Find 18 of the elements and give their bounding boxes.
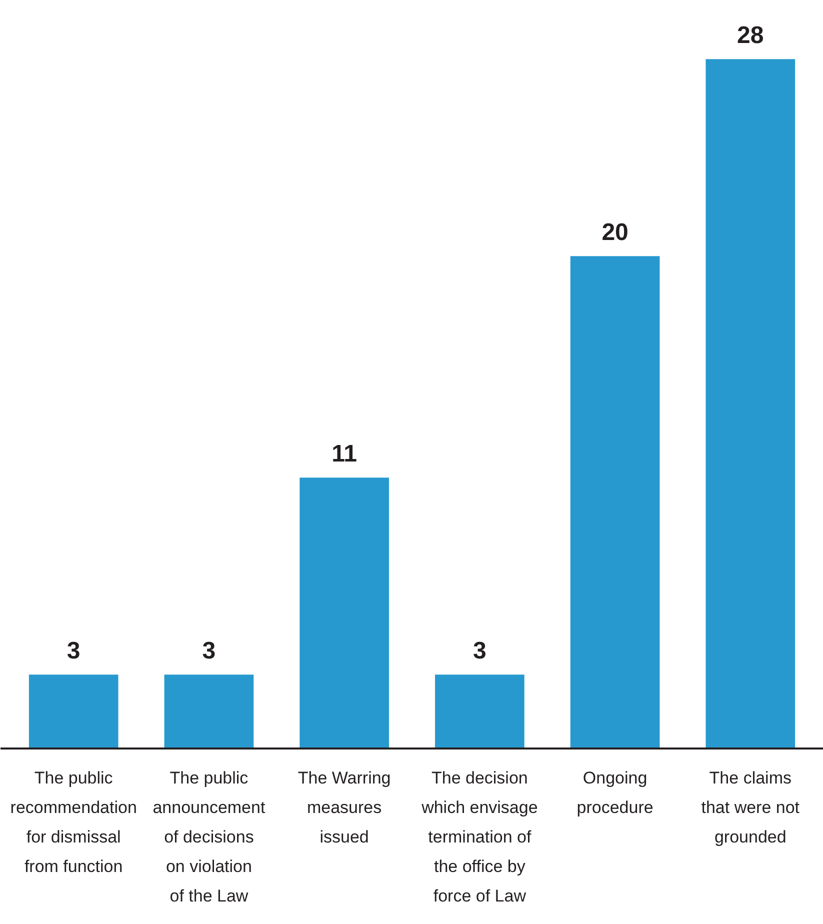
bar (706, 59, 796, 748)
bar (435, 674, 524, 748)
bar (300, 478, 389, 748)
data-label: 3 (202, 638, 216, 665)
x-tick-label: The claims that were not grounded (701, 768, 800, 846)
x-tick-label: The decision which envisage termination of the office by force of Law (420, 768, 538, 906)
bar (164, 674, 254, 748)
data-label: 20 (602, 219, 628, 246)
x-tick-label: The public announcement of decisions on violation of the Law (152, 768, 266, 906)
data-label: 3 (473, 638, 486, 665)
data-label: 28 (737, 22, 764, 50)
x-tick-label: Ongoing procedure (576, 768, 654, 817)
bar (570, 256, 660, 748)
x-tick-label: The Warring measures issued (298, 768, 391, 846)
data-label: 11 (332, 440, 358, 468)
bar (28, 674, 118, 748)
x-tick-label: The public recommendation for dismissal from function (10, 768, 137, 876)
data-label: 3 (66, 638, 80, 665)
